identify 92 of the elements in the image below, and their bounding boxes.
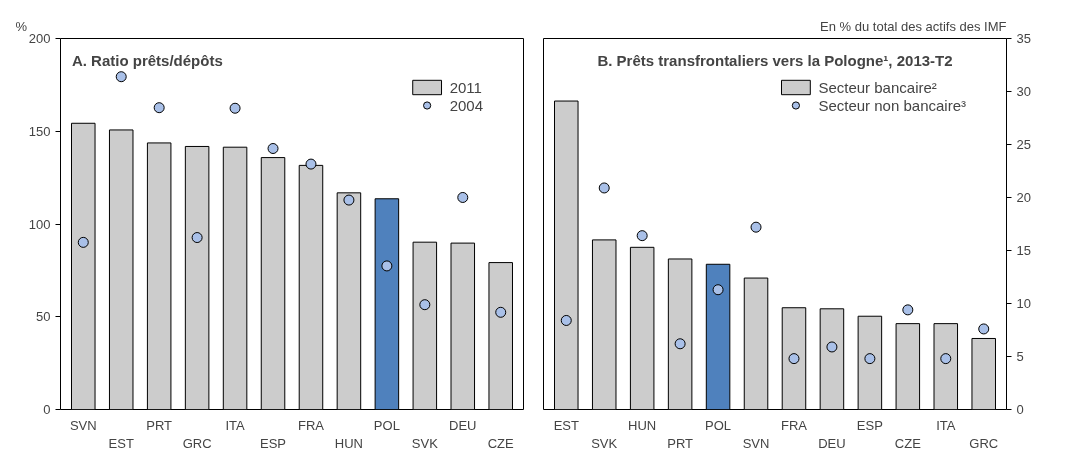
x-tick-label: SVK bbox=[591, 435, 618, 451]
point bbox=[712, 284, 724, 296]
y-tick-label: 150 bbox=[28, 123, 51, 139]
bar bbox=[819, 308, 845, 410]
x-tick-label: HUN bbox=[334, 435, 364, 451]
point bbox=[77, 236, 89, 248]
x-tick-label: CZE bbox=[487, 435, 515, 451]
bar bbox=[781, 307, 807, 410]
bar bbox=[667, 258, 693, 410]
y2-tick-label: 20 bbox=[1016, 190, 1031, 205]
y-tick-label: 100 bbox=[28, 216, 51, 232]
y2-tick-label: 10 bbox=[1016, 296, 1031, 311]
point bbox=[153, 102, 165, 114]
point bbox=[826, 341, 838, 353]
legend-label: 2004 bbox=[449, 96, 483, 114]
x-tick-label: PRT bbox=[146, 417, 173, 433]
bar bbox=[108, 129, 134, 410]
text: B. Prêts transfrontaliers vers la Pologne¹, 2013-T2 bbox=[597, 51, 953, 69]
y-axis-title: % bbox=[15, 18, 28, 34]
x-tick-label: FRA bbox=[780, 417, 808, 433]
bar bbox=[71, 122, 96, 410]
x-tick-label: ESP bbox=[856, 417, 883, 433]
text: A. Ratio prêts/dépôts bbox=[71, 51, 223, 69]
bar bbox=[743, 277, 769, 410]
legend-label: Secteur bancaire² bbox=[818, 78, 937, 96]
bar bbox=[450, 242, 476, 410]
y2-tick-label: 0 bbox=[1016, 402, 1024, 417]
point bbox=[229, 102, 241, 114]
x-tick-label: ESP bbox=[260, 435, 287, 451]
point bbox=[191, 232, 203, 244]
bar bbox=[857, 315, 883, 410]
y2-tick-label: 15 bbox=[1016, 243, 1031, 258]
point bbox=[940, 353, 952, 365]
x-tick-label: SVN bbox=[69, 417, 97, 433]
bar bbox=[488, 262, 513, 410]
x-tick-label: GRC bbox=[182, 435, 212, 451]
point bbox=[788, 353, 800, 365]
point bbox=[457, 191, 469, 203]
y2-axis-title: En % du total des actifs des IMF bbox=[820, 18, 1007, 34]
x-tick-label: EST bbox=[108, 435, 134, 451]
bar bbox=[554, 100, 579, 410]
bar bbox=[222, 146, 248, 410]
y2-tick-label: 35 bbox=[1016, 31, 1031, 46]
x-tick-label: DEU bbox=[449, 417, 477, 433]
point bbox=[674, 338, 686, 350]
point bbox=[902, 304, 914, 316]
x-tick-label: ITA bbox=[225, 417, 246, 433]
bar bbox=[260, 157, 286, 410]
bar bbox=[895, 323, 921, 410]
x-tick-label: HUN bbox=[628, 417, 657, 433]
x-tick-label: POL bbox=[705, 417, 732, 433]
bar bbox=[184, 145, 210, 410]
x-tick-label: EST bbox=[553, 417, 579, 433]
bar bbox=[412, 241, 438, 410]
x-tick-label: CZE bbox=[894, 435, 922, 451]
legend-label: 2011 bbox=[449, 78, 482, 96]
x-tick-label: GRC bbox=[969, 435, 999, 451]
point bbox=[750, 221, 762, 233]
point bbox=[115, 71, 127, 83]
point bbox=[560, 314, 572, 326]
x-tick-label: FRA bbox=[297, 417, 325, 433]
bar bbox=[374, 198, 400, 410]
legend-label: Secteur non bancaire³ bbox=[818, 96, 966, 114]
point bbox=[864, 353, 876, 365]
point bbox=[343, 194, 355, 206]
x-tick-label: POL bbox=[373, 417, 400, 433]
bar bbox=[971, 337, 996, 410]
point bbox=[978, 323, 990, 335]
point bbox=[267, 143, 279, 154]
y-tick-label: 50 bbox=[36, 309, 51, 325]
x-tick-label: SVK bbox=[411, 435, 439, 451]
x-tick-label: PRT bbox=[667, 435, 694, 451]
y-tick-label: 0 bbox=[43, 402, 51, 417]
bar bbox=[629, 246, 655, 410]
point bbox=[495, 306, 507, 318]
bar bbox=[336, 192, 362, 410]
point bbox=[636, 230, 648, 242]
point bbox=[598, 182, 610, 194]
bar bbox=[591, 239, 617, 410]
x-tick-label: SVN bbox=[742, 435, 770, 451]
point bbox=[381, 260, 393, 272]
y2-tick-label: 5 bbox=[1016, 349, 1024, 364]
point bbox=[305, 158, 317, 170]
y-tick-label: 200 bbox=[28, 31, 51, 46]
x-tick-label: DEU bbox=[818, 435, 846, 451]
y2-tick-label: 25 bbox=[1016, 137, 1031, 152]
bar bbox=[933, 323, 959, 410]
bar bbox=[146, 142, 172, 410]
y2-tick-label: 30 bbox=[1016, 84, 1031, 99]
point bbox=[419, 299, 431, 311]
bar bbox=[705, 263, 731, 410]
x-tick-label: ITA bbox=[936, 417, 956, 433]
